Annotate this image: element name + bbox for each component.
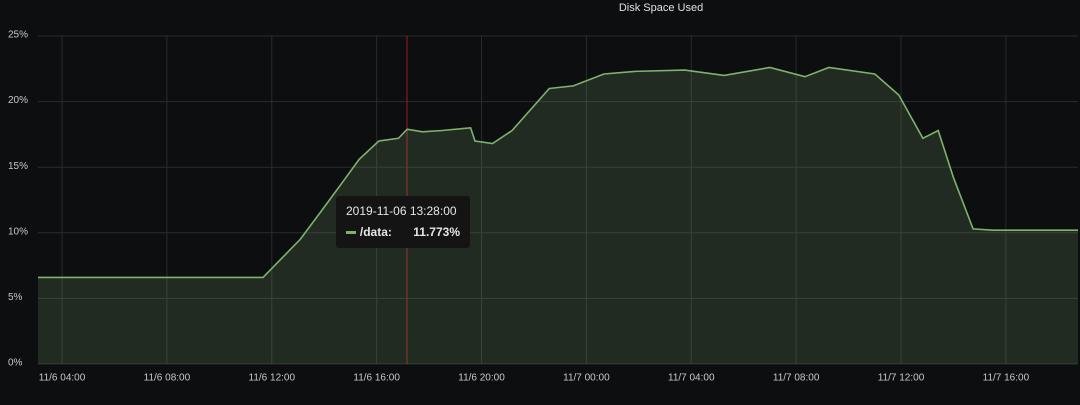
- x-tick-label: 11/7 04:00: [668, 373, 715, 384]
- y-tick-label: 10%: [8, 226, 28, 237]
- y-tick-label: 0%: [8, 358, 23, 369]
- y-tick-label: 20%: [8, 95, 28, 106]
- x-tick-label: 11/7 16:00: [983, 373, 1030, 384]
- x-tick-label: 11/7 00:00: [563, 373, 610, 384]
- x-tick-label: 11/6 20:00: [458, 373, 505, 384]
- y-tick-label: 5%: [8, 292, 23, 303]
- chart-title: Disk Space Used: [619, 2, 703, 14]
- x-tick-label: 11/6 16:00: [353, 373, 400, 384]
- x-tick-label: 11/6 04:00: [39, 373, 86, 384]
- area: [38, 67, 1078, 364]
- y-tick-label: 25%: [8, 30, 28, 41]
- y-tick-label: 15%: [8, 161, 28, 172]
- tooltip-row: /data: 11.773%: [346, 225, 460, 239]
- tooltip-value: 11.773%: [413, 225, 460, 239]
- tooltip-label: /data:: [359, 225, 392, 239]
- x-tick-label: 11/6 12:00: [249, 373, 296, 384]
- x-tick-label: 11/7 08:00: [773, 373, 820, 384]
- tooltip-swatch: [346, 230, 356, 234]
- tooltip: 2019-11-06 13:28:00 /data: 11.773%: [336, 196, 470, 248]
- line: [38, 66, 1078, 279]
- x-tick-label: 11/6 08:00: [144, 373, 191, 384]
- x-tick-label: 11/7 12:00: [878, 373, 925, 384]
- tooltip-time: 2019-11-06 13:28:00: [346, 204, 457, 218]
